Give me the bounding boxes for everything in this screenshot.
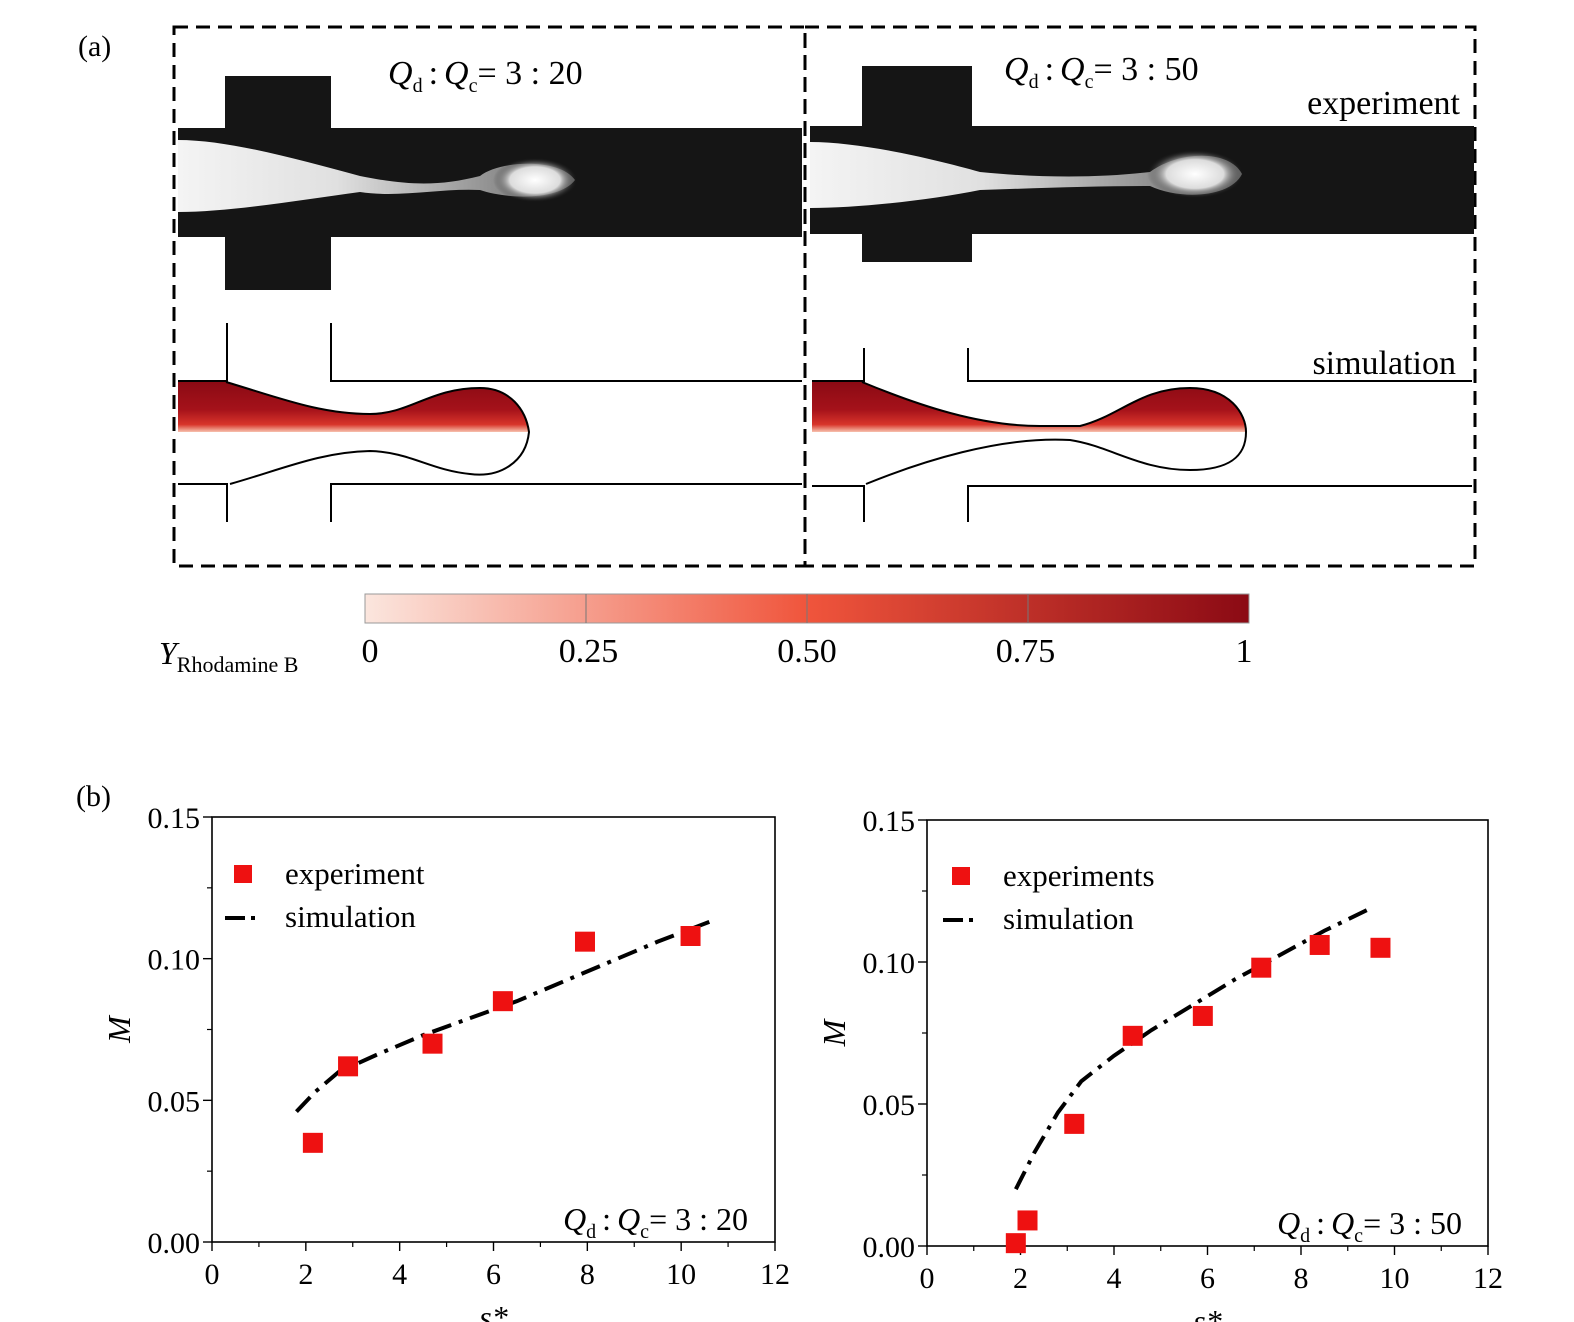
flow-ratio-annotation: Qd: Qc= 3 : 50 — [1277, 1205, 1462, 1247]
experiment-image-left — [178, 76, 802, 290]
x-tick-label: 8 — [1294, 1262, 1309, 1295]
y-tick-label: 0.05 — [148, 1085, 201, 1118]
panel-b-label: (b) — [76, 780, 111, 813]
legend-simulation-label: simulation — [1003, 901, 1134, 936]
x-tick-label: 12 — [1473, 1262, 1503, 1295]
x-tick-label: 8 — [580, 1258, 595, 1291]
chart-left: 0 2 4 6 8 10 12 0.00 0.05 0.10 0.15 Ms* experiment si… — [101, 802, 790, 1322]
x-tick-label: 4 — [392, 1258, 407, 1291]
experiment-point — [1192, 1005, 1213, 1026]
y-axis-label: M — [816, 1017, 852, 1047]
x-tick-label: 2 — [1013, 1262, 1028, 1295]
y-tick-label: 0.05 — [863, 1089, 916, 1122]
experiment-point — [1370, 937, 1391, 958]
simulation-left-interface — [225, 381, 531, 485]
chart-right: 0 2 4 6 8 10 12 0.00 0.05 0.10 0.15 Ms* experiments s… — [816, 805, 1503, 1322]
y-tick-label: 0.15 — [148, 802, 201, 835]
x-axis-label: s* — [1193, 1303, 1221, 1322]
legend-experiment-marker — [952, 867, 970, 885]
x-tick-label: 0 — [920, 1262, 935, 1295]
legend-experiment-marker — [234, 865, 252, 883]
legend-simulation-label: simulation — [285, 899, 416, 934]
y-tick-label: 0.15 — [863, 805, 916, 838]
x-tick-label: 10 — [1380, 1262, 1410, 1295]
simulation-left — [178, 323, 802, 522]
experiment-point — [338, 1056, 359, 1077]
x-tick-label: 10 — [666, 1258, 696, 1291]
experiment-image-right — [810, 66, 1474, 262]
simulation-right — [812, 348, 1472, 522]
y-tick-label: 0.10 — [863, 947, 916, 980]
x-tick-label: 2 — [298, 1258, 313, 1291]
panel-a-label: (a) — [78, 30, 111, 63]
experiment-point — [1064, 1113, 1085, 1134]
simulation-right-droplet-fill — [812, 382, 1246, 432]
right-ratio-label: Qd: Qc= 3 : 50 — [1004, 51, 1199, 93]
y-axis-label: M — [101, 1014, 137, 1044]
colorbar-tick-label: 0.50 — [777, 633, 837, 670]
x-tick-label: 12 — [760, 1258, 790, 1291]
x-tick-label: 6 — [486, 1258, 501, 1291]
simulation-line — [1014, 906, 1372, 1191]
flow-ratio-annotation: Qd: Qc= 3 : 20 — [563, 1201, 748, 1243]
experiment-point — [1017, 1210, 1038, 1231]
legend-experiment-label: experiment — [285, 856, 425, 891]
colorbar-tick-label: 0 — [362, 633, 379, 670]
left-ratio-label: Qd: Qc= 3 : 20 — [388, 55, 583, 97]
colorbar-tick-label: 1 — [1236, 633, 1253, 670]
y-tick-label: 0.10 — [148, 944, 201, 977]
experiment-point — [1251, 957, 1272, 978]
x-tick-label: 6 — [1200, 1262, 1215, 1295]
experiment-point — [1005, 1233, 1026, 1254]
experiment-label: experiment — [1307, 85, 1460, 122]
x-axis-label: s* — [479, 1299, 507, 1322]
y-tick-label: 0.00 — [863, 1231, 916, 1264]
left-dashed-frame — [172, 25, 807, 568]
experiment-point — [422, 1033, 443, 1054]
colorbar-tick-label: 0.25 — [559, 633, 619, 670]
colorbar: YRhodamine B 0 0.25 0.50 0.75 1 — [159, 593, 1253, 677]
right-dashed-frame — [803, 25, 1477, 568]
colorbar-tick-label: 0.75 — [996, 633, 1056, 670]
simulation-line — [294, 919, 711, 1114]
experiment-point — [1309, 934, 1330, 955]
y-tick-label: 0.00 — [148, 1227, 201, 1260]
experiment-point — [680, 926, 701, 946]
simulation-left-droplet-fill — [178, 382, 529, 432]
colorbar-symbol: YRhodamine B — [159, 635, 298, 677]
experiment-point — [492, 991, 513, 1012]
legend-experiment-label: experiments — [1003, 858, 1155, 893]
simulation-right-interface — [861, 381, 1248, 485]
experiment-point — [302, 1132, 323, 1153]
simulation-label: simulation — [1312, 345, 1456, 382]
x-tick-label: 0 — [205, 1258, 220, 1291]
experiment-point — [574, 931, 595, 952]
x-tick-label: 4 — [1107, 1262, 1122, 1295]
experiment-point — [1122, 1025, 1143, 1046]
